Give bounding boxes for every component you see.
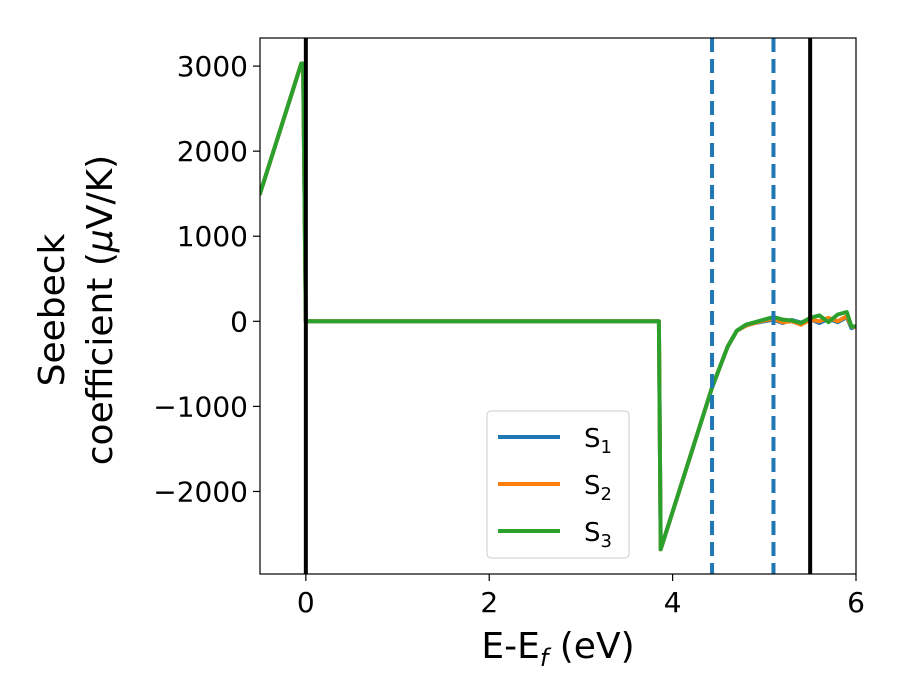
y-tick-label: −1000 [153,390,248,423]
y-axis-label-unit: V/K) [80,155,121,229]
y-tick-label: 3000 [177,50,248,83]
legend-items: S1 S2 S3 [498,424,612,552]
y-axis-label-line1: Seebeck [32,233,73,386]
y-tick-label: 1000 [177,220,248,253]
y-tick-label: −2000 [153,475,248,508]
legend-label-s2: S2 [584,471,612,505]
legend: S1 S2 S3 [486,410,630,559]
x-tick-label: 0 [297,586,315,619]
legend-label-s3: S3 [584,518,612,552]
x-tick-label: 2 [480,586,498,619]
x-axis-label: E-Ef (eV) [481,626,634,672]
legend-label-s1: S1 [584,424,612,458]
x-axis-label-unit: (eV) [548,626,634,667]
y-axis-label-text: coefficient ( [80,252,121,465]
plot-clipped-group [260,38,856,574]
y-tick-label: 2000 [177,135,248,168]
x-tick-label: 6 [847,586,865,619]
y-axis-label-line2: coefficient (μV/K) [80,155,121,465]
ticks: 0 2 4 6 −2000 −1000 0 1000 2000 3000 [153,50,865,619]
series-line-s3 [260,61,856,552]
y-axis-label: Seebeck coefficient (μV/K) [32,155,121,465]
y-axis-label-mu: μ [80,229,121,253]
y-tick-label: 0 [230,305,248,338]
x-tick-label: 4 [664,586,682,619]
plot-frame [259,37,857,575]
x-axis-label-main: E-E [481,626,539,667]
plot-content [260,38,856,574]
